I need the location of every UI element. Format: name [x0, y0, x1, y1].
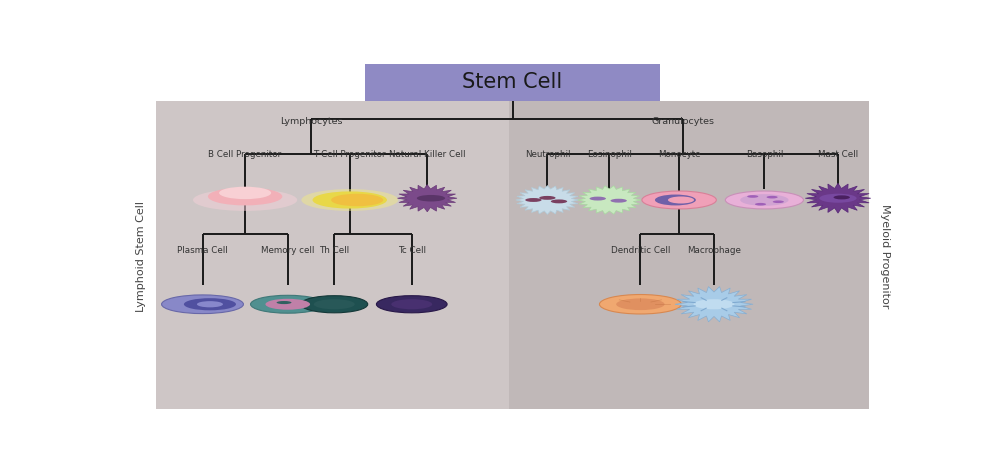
- Bar: [156, 101, 509, 409]
- Text: Th Cell: Th Cell: [319, 246, 349, 255]
- Text: Lymphocytes: Lymphocytes: [280, 118, 342, 127]
- Ellipse shape: [162, 295, 243, 313]
- Ellipse shape: [277, 301, 291, 304]
- Ellipse shape: [668, 196, 694, 203]
- Ellipse shape: [251, 295, 325, 313]
- Ellipse shape: [599, 295, 681, 314]
- Ellipse shape: [219, 187, 271, 199]
- Ellipse shape: [376, 296, 447, 313]
- Ellipse shape: [747, 195, 758, 198]
- Text: Natural Killer Cell: Natural Killer Cell: [389, 151, 466, 159]
- Ellipse shape: [539, 196, 556, 200]
- Ellipse shape: [197, 301, 223, 308]
- Text: Dendritic Cell: Dendritic Cell: [611, 246, 670, 255]
- Ellipse shape: [642, 191, 716, 209]
- Ellipse shape: [265, 299, 310, 310]
- Ellipse shape: [525, 198, 542, 202]
- Text: Granulocytes: Granulocytes: [652, 118, 714, 127]
- Ellipse shape: [184, 298, 236, 310]
- Text: Tc Cell: Tc Cell: [398, 246, 426, 255]
- Ellipse shape: [590, 196, 606, 201]
- Ellipse shape: [391, 299, 432, 309]
- Text: Basophil: Basophil: [746, 151, 783, 159]
- Ellipse shape: [301, 189, 398, 211]
- Ellipse shape: [208, 187, 282, 206]
- Ellipse shape: [610, 199, 627, 202]
- Text: Myeloid Progenitor: Myeloid Progenitor: [880, 204, 890, 309]
- Text: Plasma Cell: Plasma Cell: [177, 246, 228, 255]
- Text: Macrophage: Macrophage: [687, 246, 741, 255]
- Ellipse shape: [773, 201, 784, 203]
- Text: Stem Cell: Stem Cell: [462, 72, 563, 92]
- Ellipse shape: [694, 299, 734, 309]
- Ellipse shape: [819, 194, 857, 203]
- Ellipse shape: [331, 194, 383, 206]
- Ellipse shape: [417, 195, 445, 202]
- Ellipse shape: [193, 189, 297, 211]
- Bar: [509, 101, 869, 409]
- Polygon shape: [805, 183, 871, 213]
- Text: Lymphoid Stem Cell: Lymphoid Stem Cell: [136, 201, 146, 312]
- Ellipse shape: [551, 200, 567, 203]
- Ellipse shape: [755, 203, 766, 206]
- Polygon shape: [675, 286, 753, 322]
- Ellipse shape: [642, 191, 716, 209]
- Ellipse shape: [314, 299, 355, 309]
- Ellipse shape: [655, 195, 696, 206]
- Polygon shape: [397, 185, 457, 212]
- Ellipse shape: [767, 196, 778, 198]
- FancyBboxPatch shape: [365, 64, 660, 101]
- Ellipse shape: [740, 194, 789, 206]
- Ellipse shape: [616, 298, 665, 310]
- Text: Memory cell: Memory cell: [261, 246, 314, 255]
- Text: B Cell Progenitor: B Cell Progenitor: [208, 151, 282, 159]
- Text: Neutrophil: Neutrophil: [525, 151, 570, 159]
- Ellipse shape: [301, 296, 368, 313]
- Text: Eosinophil: Eosinophil: [587, 151, 632, 159]
- Polygon shape: [578, 186, 641, 214]
- Polygon shape: [516, 185, 579, 214]
- Text: Mast Cell: Mast Cell: [818, 151, 858, 159]
- Ellipse shape: [725, 191, 803, 209]
- Text: T Cell Progenitor: T Cell Progenitor: [313, 151, 386, 159]
- Ellipse shape: [313, 191, 387, 208]
- Text: Monocyte: Monocyte: [658, 151, 700, 159]
- Ellipse shape: [834, 196, 850, 199]
